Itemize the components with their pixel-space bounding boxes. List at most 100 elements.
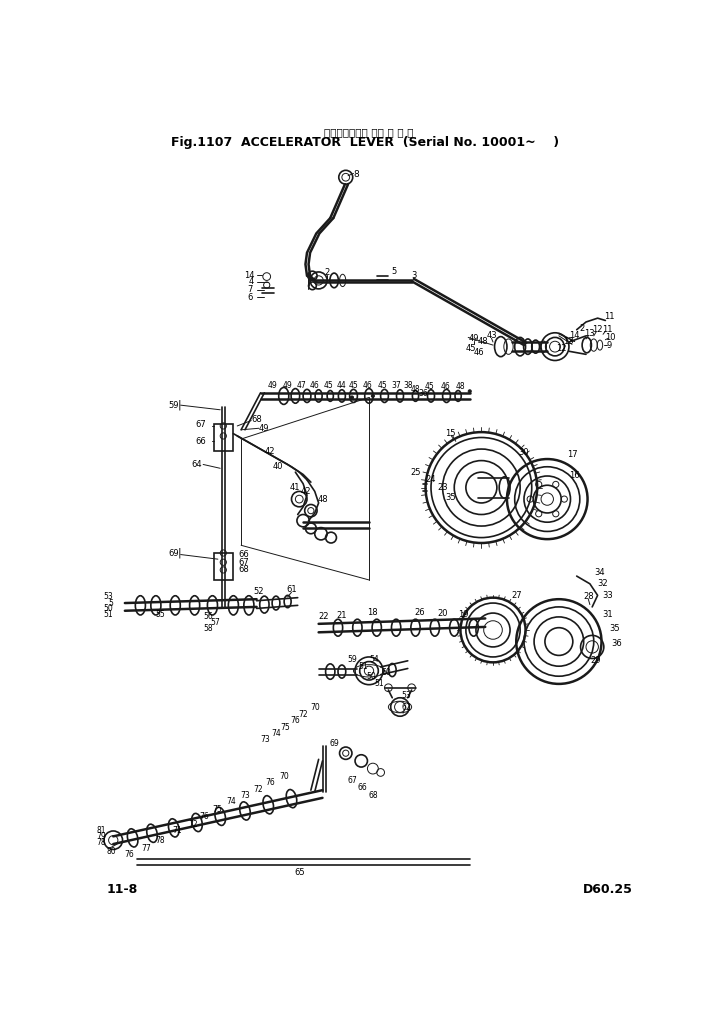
Text: 13: 13 [563, 337, 574, 346]
Text: 24: 24 [426, 475, 436, 484]
Text: 45: 45 [348, 381, 359, 390]
Text: 79: 79 [96, 832, 106, 840]
Text: 7: 7 [248, 285, 253, 294]
Text: 51: 51 [358, 663, 368, 672]
Text: 76: 76 [266, 777, 276, 787]
Text: 30: 30 [518, 449, 529, 458]
Text: 75: 75 [280, 723, 290, 732]
Text: 2: 2 [580, 324, 585, 333]
Text: 51: 51 [104, 610, 113, 619]
Text: 48: 48 [318, 494, 328, 503]
Text: 68: 68 [251, 414, 262, 423]
Text: |: | [177, 400, 181, 410]
Text: 42: 42 [300, 487, 311, 496]
Text: 40: 40 [272, 462, 283, 471]
Text: 32: 32 [598, 580, 608, 589]
Text: 64: 64 [192, 460, 202, 469]
Text: 21: 21 [337, 611, 347, 620]
Text: 66: 66 [239, 550, 250, 559]
Text: 9: 9 [607, 341, 612, 349]
Text: 50: 50 [104, 604, 113, 613]
Text: アクセルレバー （適 用 号 機: アクセルレバー （適 用 号 機 [324, 127, 414, 137]
Text: 12: 12 [593, 325, 603, 334]
Text: 52: 52 [253, 587, 264, 596]
Text: 74: 74 [271, 729, 281, 738]
Text: 45: 45 [377, 381, 387, 390]
Text: 68: 68 [368, 791, 378, 800]
Text: D60.25: D60.25 [582, 883, 632, 896]
Text: 45: 45 [425, 383, 434, 391]
Text: 26: 26 [414, 608, 425, 617]
Text: 6: 6 [248, 293, 253, 301]
Text: 5: 5 [109, 599, 113, 608]
Text: 57: 57 [211, 618, 220, 627]
Text: 55: 55 [155, 610, 165, 619]
Text: 51: 51 [374, 679, 384, 688]
Circle shape [351, 396, 354, 399]
Text: 44: 44 [336, 381, 346, 390]
Text: 72: 72 [298, 710, 308, 720]
Text: 68: 68 [239, 565, 250, 574]
Text: 62: 62 [401, 702, 411, 712]
Text: 47: 47 [297, 381, 307, 390]
Text: 15: 15 [445, 429, 456, 438]
Text: 41: 41 [290, 483, 301, 492]
Text: 53: 53 [104, 593, 113, 602]
Text: 3: 3 [411, 271, 417, 280]
Circle shape [468, 390, 472, 393]
Text: 10: 10 [606, 333, 616, 342]
Text: 46: 46 [310, 381, 320, 390]
Text: 46: 46 [474, 348, 485, 357]
Text: 73: 73 [240, 791, 250, 800]
Text: 45: 45 [466, 344, 477, 352]
Text: 23: 23 [437, 483, 448, 492]
Text: 22: 22 [319, 612, 329, 621]
Text: 76: 76 [124, 851, 134, 860]
Text: 48: 48 [456, 383, 465, 391]
Text: 49: 49 [283, 381, 292, 390]
Text: 36: 36 [418, 389, 428, 398]
Text: 27: 27 [511, 591, 521, 600]
Text: 12: 12 [556, 344, 567, 353]
Text: 78: 78 [96, 838, 106, 848]
Text: 78: 78 [155, 835, 165, 844]
Text: 29: 29 [591, 657, 601, 665]
Text: 19: 19 [459, 610, 469, 619]
Text: 38: 38 [403, 381, 413, 390]
Text: 58: 58 [203, 624, 212, 633]
Text: 49: 49 [469, 334, 479, 343]
Text: 16: 16 [569, 472, 580, 480]
Text: 74: 74 [226, 797, 236, 806]
Text: 54: 54 [369, 655, 379, 664]
Text: 67: 67 [347, 775, 357, 785]
Text: 17: 17 [567, 450, 577, 459]
Text: 49: 49 [258, 423, 269, 432]
Text: 31: 31 [603, 610, 613, 619]
Text: 69: 69 [329, 740, 339, 748]
Text: 65: 65 [294, 868, 305, 877]
Text: 18: 18 [368, 608, 378, 617]
Text: 36: 36 [611, 639, 622, 649]
Text: 34: 34 [595, 567, 606, 577]
Text: 11-8: 11-8 [107, 883, 138, 896]
Text: 76: 76 [200, 812, 210, 821]
Text: 46: 46 [363, 381, 372, 390]
Text: 69: 69 [168, 548, 179, 557]
Text: 14: 14 [243, 271, 254, 279]
Text: 13: 13 [585, 329, 595, 338]
Text: 77: 77 [141, 844, 150, 854]
Text: 50: 50 [366, 672, 376, 681]
Text: 59: 59 [347, 655, 357, 664]
Text: 75: 75 [212, 805, 222, 814]
Text: 25: 25 [410, 468, 420, 477]
Text: 59: 59 [168, 401, 179, 410]
Circle shape [372, 395, 374, 398]
Text: 2: 2 [325, 268, 330, 277]
Text: 70: 70 [310, 702, 320, 712]
Text: 35: 35 [445, 493, 456, 502]
Text: 4: 4 [248, 277, 254, 286]
Text: 35: 35 [609, 624, 620, 633]
Text: 48: 48 [410, 386, 420, 394]
Text: 5: 5 [391, 267, 397, 276]
Text: 33: 33 [603, 591, 613, 600]
